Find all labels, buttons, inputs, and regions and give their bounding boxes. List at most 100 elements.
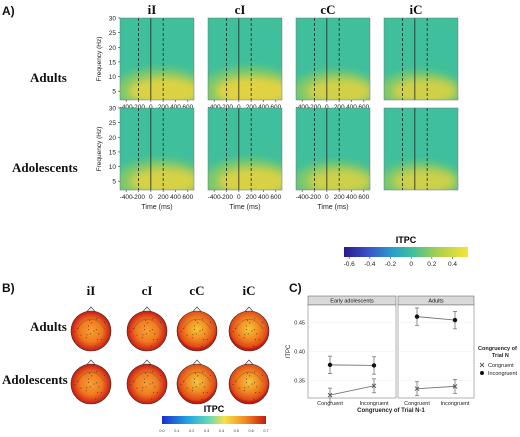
heatmap-peak [129, 167, 194, 190]
y-tick-label: 20 [109, 45, 117, 52]
electrode-dot [80, 387, 82, 389]
c-y-tick-label: 0.35 [294, 379, 305, 385]
electrode-dot [245, 381, 247, 383]
electrode-dot [151, 329, 153, 331]
condition-title-cc: cC [320, 2, 336, 17]
row-label-adolescents: Adolescents [12, 160, 78, 175]
y-tick-label: 30 [109, 106, 117, 113]
y-tick-label: 15 [109, 59, 117, 66]
electrode-dot [95, 345, 97, 347]
legend-title: Congruency of [478, 346, 517, 352]
x-tick-label: 0 [325, 104, 329, 111]
electrode-dot [89, 386, 91, 388]
electrode-dot [193, 378, 195, 380]
electrode-dot [195, 333, 197, 335]
scalp-title-ii: iI [86, 283, 96, 298]
data-point-incongruent [452, 317, 458, 323]
electrode-dot [95, 398, 97, 400]
electrode-dot [96, 371, 98, 373]
x-axis-label: Time (ms) [141, 204, 172, 211]
electrode-dot [160, 321, 162, 323]
electrode-dot [183, 328, 185, 330]
topomap-adults-cc [176, 306, 218, 352]
electrode-dot [232, 331, 234, 333]
x-tick-label: -400 [208, 194, 221, 201]
electrode-dot [91, 375, 93, 377]
electrode-dot [195, 372, 197, 374]
x-tick-label: 400 [346, 194, 357, 201]
electrode-dot [245, 378, 247, 380]
electrode-dot [98, 333, 100, 335]
electrode-dot [156, 339, 158, 341]
electrode-dot [201, 382, 203, 384]
x-tick-label: 0 [237, 194, 241, 201]
scalp-colorbar-tick-label: 0.5 [234, 429, 239, 433]
electrode-dot [93, 330, 95, 332]
data-point-incongruent [371, 363, 377, 368]
itpc-colorbar [344, 247, 468, 257]
electrode-dot [89, 319, 91, 321]
electrode-dot [197, 375, 199, 377]
colorbar-tick-label: -0.6 [344, 261, 356, 268]
colorbar-tick-label: 0.2 [427, 261, 436, 268]
colorbar-tick-label: -0.2 [385, 261, 397, 268]
electrode-dot [251, 383, 253, 385]
electrode-dot [232, 384, 234, 386]
electrode-dot [142, 334, 144, 336]
electrode-dot [210, 321, 212, 323]
x-tick-label: -400 [296, 194, 309, 201]
electrode-dot [154, 386, 156, 388]
electrode-dot [97, 392, 99, 394]
heatmap-frame [295, 107, 371, 191]
electrode-dot [193, 381, 195, 383]
electrode-dot [100, 392, 102, 394]
electrode-dot [249, 322, 251, 324]
electrode-dot [210, 374, 212, 376]
series-line-congruent [329, 385, 375, 396]
electrode-dot [153, 339, 155, 341]
electrode-dot [145, 333, 147, 335]
x-tick-label: -200 [220, 194, 233, 201]
electrode-dot [145, 386, 147, 388]
topomap-adolescents-cc [176, 359, 218, 405]
x-category-label: Incongruent [440, 401, 470, 407]
electrode-dot [206, 392, 208, 394]
electrode-dot [151, 382, 153, 384]
y-axis-label: Frequency (Hz) [96, 127, 103, 172]
electrode-dot [77, 328, 79, 330]
x-category-label: Incongruent [359, 401, 389, 407]
scalp-colorbar-tick-label: 0.1 [174, 429, 179, 433]
scalp-row-label-adolescents: Adolescents [2, 372, 68, 387]
electrode-dot [141, 337, 143, 339]
heatmap-frame [383, 17, 459, 101]
electrode-dot [245, 325, 247, 327]
scalp-colorbar-tick-label: 0.6 [249, 429, 254, 433]
electrode-dot [247, 386, 249, 388]
electrode-dot [245, 328, 247, 330]
electrode-dot [80, 334, 82, 336]
scalp-colorbar-title: ITPC [204, 404, 225, 414]
electrode-dot [133, 381, 135, 383]
scalp-colorbar-tick-label: 0.0 [159, 429, 164, 433]
electrode-dot [151, 398, 153, 400]
electrode-dot [244, 334, 246, 336]
electrode-dot [262, 321, 264, 323]
heatmap-frame [207, 107, 283, 191]
electrode-dot [145, 372, 147, 374]
electrode-dot [204, 333, 206, 335]
scalp-title-ci: cI [141, 283, 153, 298]
electrode-dot [247, 333, 249, 335]
electrode-dot [142, 387, 144, 389]
x-tick-label: 200 [334, 194, 345, 201]
electrode-dot [98, 386, 100, 388]
electrode-dot [255, 339, 257, 341]
electrode-dot [191, 337, 193, 339]
legend-marker-incongruent [480, 371, 484, 375]
colorbar-tick-label: -0.4 [364, 261, 376, 268]
scalp-colorbar-tick-label: 0.4 [219, 429, 224, 433]
electrode-dot [203, 339, 205, 341]
x-tick-label: 0 [325, 194, 329, 201]
